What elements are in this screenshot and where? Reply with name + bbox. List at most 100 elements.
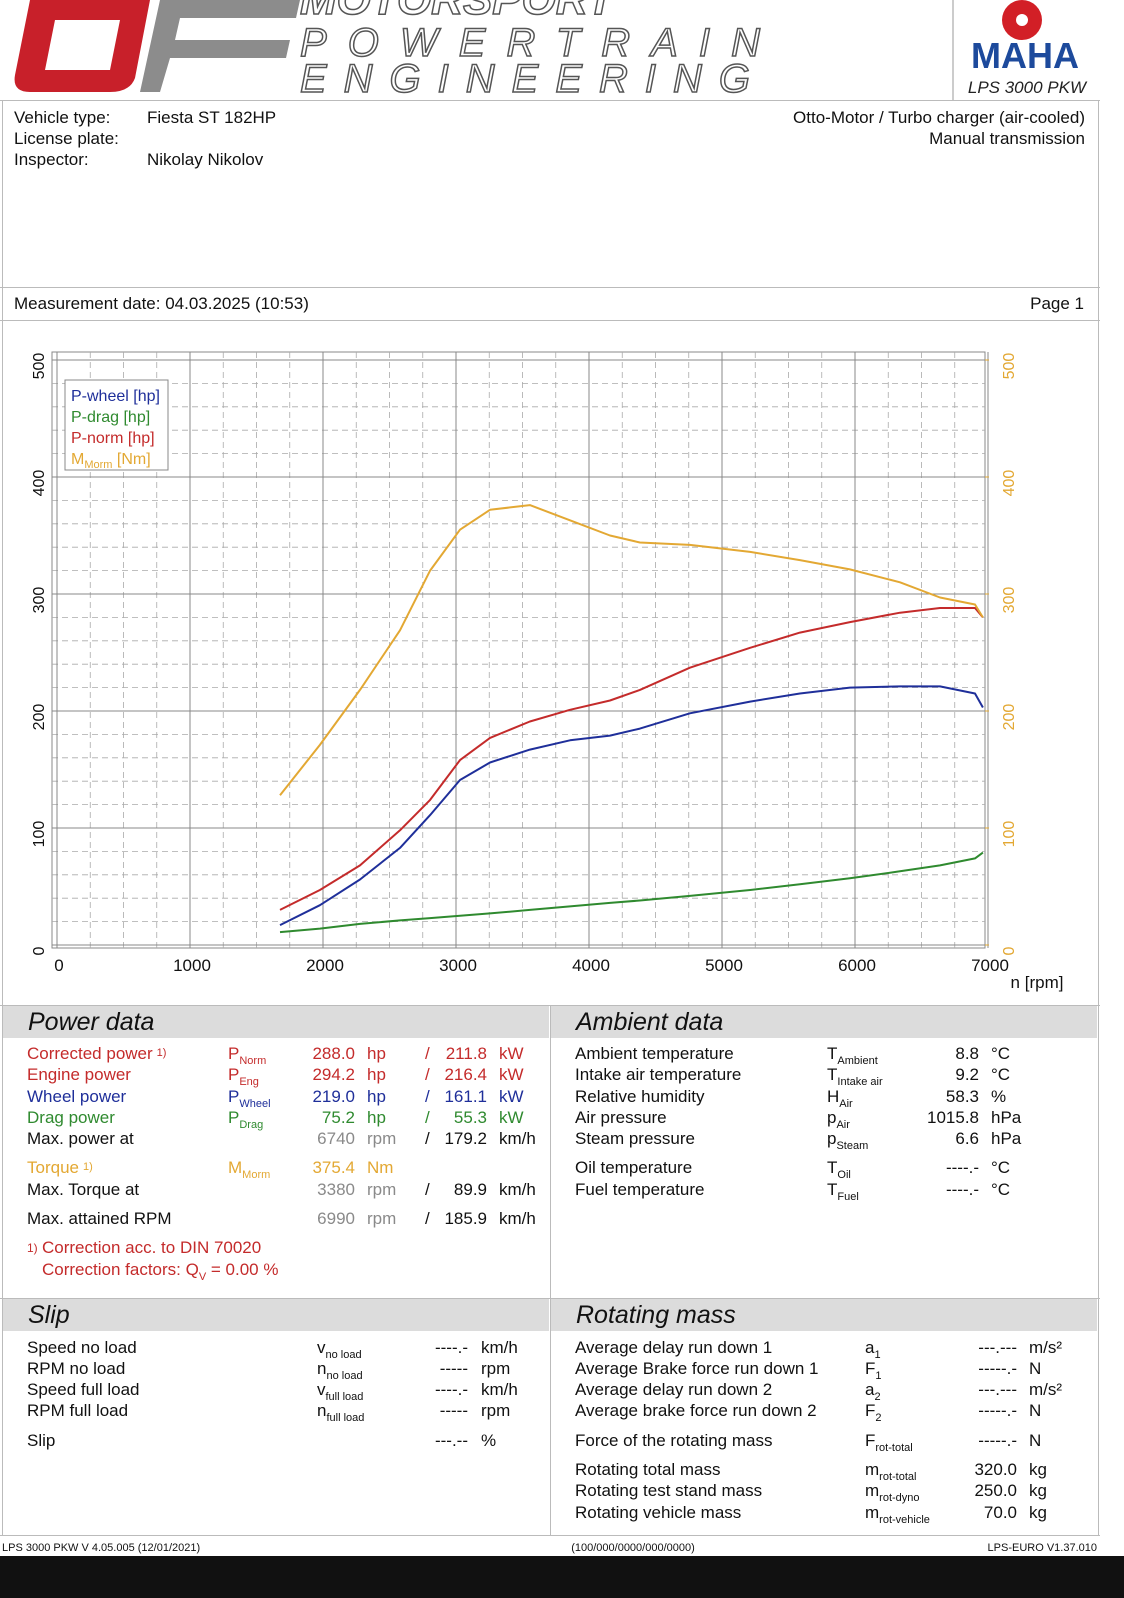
- symbol: vfull load: [317, 1379, 363, 1403]
- row-label: Speed full load: [27, 1380, 140, 1399]
- section-header: [551, 1006, 1097, 1038]
- subscript: Intake air: [837, 1076, 883, 1088]
- y2-tick-label: 100: [1001, 821, 1018, 848]
- series-line: [279, 504, 984, 796]
- subscript: Eng: [239, 1076, 259, 1088]
- value: ---.---: [978, 1338, 1017, 1357]
- x-tick-label: 6000: [838, 956, 876, 975]
- row-label: Speed no load: [27, 1338, 137, 1357]
- value: 216.4: [444, 1065, 487, 1084]
- symbol: PDrag: [228, 1107, 263, 1131]
- subscript: Ambient: [837, 1055, 878, 1067]
- value: -----: [439, 1401, 468, 1420]
- value: 294.2: [312, 1065, 355, 1084]
- symbol: nno load: [317, 1358, 363, 1382]
- symbol: mrot-total: [865, 1459, 916, 1483]
- separator: /: [425, 1065, 430, 1084]
- text: = 0.00 %: [206, 1260, 279, 1279]
- bottom-bar: [0, 1556, 1124, 1598]
- rule: [550, 1005, 551, 1535]
- symbol: TFuel: [827, 1179, 859, 1203]
- symbol: mrot-vehicle: [865, 1502, 930, 1526]
- value: 179.2: [444, 1129, 487, 1148]
- text: P: [228, 1108, 240, 1127]
- symbol: Frot-total: [865, 1430, 913, 1454]
- subscript: rot-total: [875, 1442, 913, 1454]
- x-tick-label: 0: [54, 956, 63, 975]
- subscript: Oil: [837, 1169, 851, 1181]
- row-label: Torque 1): [27, 1157, 93, 1181]
- separator: /: [425, 1209, 430, 1228]
- row-label: Relative humidity: [575, 1087, 705, 1106]
- unit: °C: [991, 1065, 1011, 1084]
- unit: Nm: [367, 1158, 394, 1177]
- unit: kg: [1029, 1481, 1047, 1500]
- subscript: Norm: [239, 1055, 267, 1067]
- brand-line: MOTORSPORT: [300, 0, 617, 24]
- legend-entry: MMorm [Nm]: [71, 451, 151, 471]
- value: ----.-: [434, 1380, 468, 1399]
- logo-header: MOTORSPORT POWERTRAIN ENGINEERING MAHA L…: [14, 0, 1088, 100]
- section-header: [551, 1299, 1097, 1331]
- y-tick-label: 300: [31, 587, 48, 614]
- footnote: Correction factors: QV = 0.00 %: [42, 1259, 278, 1283]
- unit: °C: [991, 1158, 1011, 1177]
- subscript: no load: [325, 1349, 362, 1361]
- x-tick-label: 5000: [705, 956, 743, 975]
- y2-tick-label: 200: [1001, 704, 1018, 731]
- text: P: [228, 1044, 240, 1063]
- text: M: [228, 1158, 243, 1177]
- text: Correction factors: Q: [42, 1260, 199, 1279]
- text: P: [228, 1065, 240, 1084]
- row-label: Average Brake force run down 1: [575, 1359, 819, 1378]
- engine: Otto-Motor / Turbo charger (air-cooled): [793, 108, 1085, 127]
- symbol: TAmbient: [827, 1043, 878, 1067]
- unit: hPa: [991, 1108, 1022, 1127]
- text: m: [865, 1460, 880, 1479]
- unit: hp: [367, 1044, 386, 1063]
- subscript: rot-dyno: [879, 1492, 920, 1504]
- x-tick-label: 3000: [439, 956, 477, 975]
- text: T: [827, 1158, 838, 1177]
- text: v: [317, 1380, 326, 1399]
- subscript: V: [198, 1271, 207, 1283]
- unit: N: [1029, 1359, 1042, 1378]
- value: -----.-: [978, 1359, 1017, 1378]
- value: 6.6: [955, 1129, 979, 1148]
- unit: hp: [367, 1065, 386, 1084]
- text: F: [865, 1401, 876, 1420]
- subscript: full load: [326, 1412, 365, 1424]
- row-label: RPM full load: [27, 1401, 129, 1420]
- unit: hp: [367, 1108, 386, 1127]
- transmission: Manual transmission: [929, 129, 1085, 148]
- field-value: Nikolay Nikolov: [147, 150, 264, 169]
- legend-entry: P-norm [hp]: [71, 430, 155, 447]
- legend-text: P-norm [hp]: [71, 430, 155, 447]
- subscript: full load: [325, 1391, 364, 1403]
- legend-entry: P-drag [hp]: [71, 409, 150, 426]
- unit: N: [1029, 1401, 1042, 1420]
- symbol: TIntake air: [827, 1064, 883, 1088]
- symbol: TOil: [827, 1157, 851, 1181]
- symbol: PNorm: [228, 1043, 266, 1067]
- legend-text: M: [71, 451, 84, 468]
- subscript: rot-vehicle: [879, 1514, 930, 1526]
- text: Corrected power: [27, 1044, 153, 1063]
- field-label: License plate:: [14, 129, 119, 148]
- page-number: Page 1: [1030, 294, 1084, 313]
- row-label: Intake air temperature: [575, 1065, 742, 1084]
- x-tick-label: 4000: [572, 956, 610, 975]
- separator: /: [425, 1044, 430, 1063]
- subscript: Wheel: [239, 1098, 271, 1110]
- symbol: MMorm: [228, 1157, 270, 1181]
- text: F: [865, 1359, 876, 1378]
- row-label: Wheel power: [27, 1087, 127, 1106]
- unit: km/h: [481, 1338, 518, 1357]
- symbol: F2: [865, 1400, 882, 1424]
- unit: N: [1029, 1431, 1042, 1450]
- symbol: PWheel: [228, 1086, 271, 1110]
- x-axis-label: n [rpm]: [1011, 973, 1064, 992]
- value: ---.--: [434, 1431, 468, 1450]
- value: 6990: [317, 1209, 355, 1228]
